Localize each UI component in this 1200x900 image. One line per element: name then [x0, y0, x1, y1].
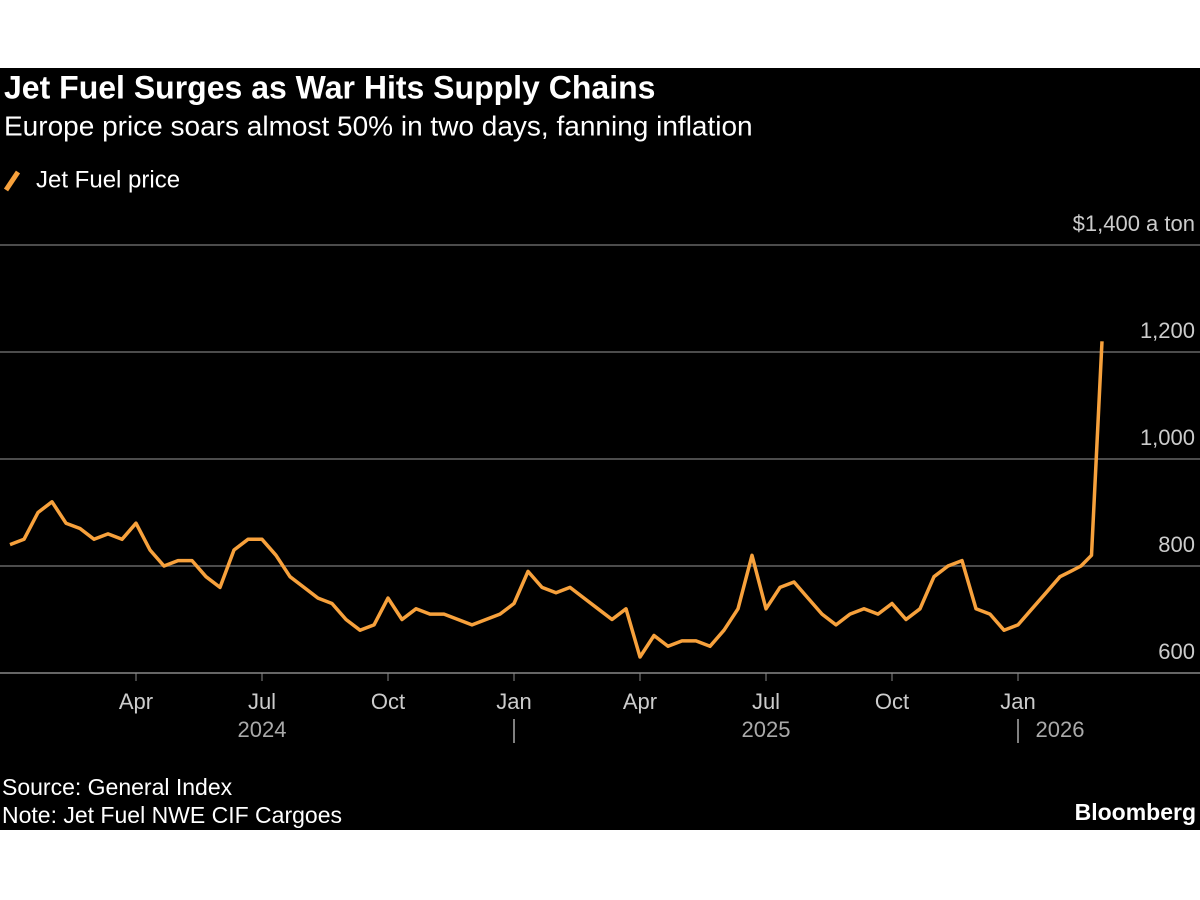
x-tick-label: Jul	[248, 689, 276, 714]
background	[0, 68, 1200, 830]
x-tick-label: Jan	[1000, 689, 1035, 714]
x-tick-label: Jan	[496, 689, 531, 714]
chart-title: Jet Fuel Surges as War Hits Supply Chain…	[4, 69, 655, 105]
note: Note: Jet Fuel NWE CIF Cargoes	[2, 802, 342, 828]
legend-label: Jet Fuel price	[36, 166, 180, 193]
y-tick-label: 1,200	[1140, 318, 1195, 343]
year-label: 2024	[238, 717, 287, 742]
year-label: 2026	[1036, 717, 1085, 742]
line-series	[9, 341, 1104, 659]
y-tick-label: $1,400 a ton	[1073, 211, 1195, 236]
legend-swatch	[3, 170, 21, 192]
chart-subtitle: Europe price soars almost 50% in two day…	[4, 110, 753, 141]
y-tick-label: 1,000	[1140, 425, 1195, 450]
year-label: 2025	[742, 717, 791, 742]
brand: Bloomberg	[1075, 799, 1196, 825]
x-tick-label: Apr	[623, 689, 657, 714]
x-tick-label: Oct	[875, 689, 909, 714]
y-tick-label: 600	[1158, 639, 1195, 664]
x-tick-label: Oct	[371, 689, 405, 714]
x-tick-label: Jul	[752, 689, 780, 714]
source: Source: General Index	[2, 774, 233, 800]
y-tick-label: 800	[1158, 532, 1195, 557]
x-tick-label: Apr	[119, 689, 153, 714]
